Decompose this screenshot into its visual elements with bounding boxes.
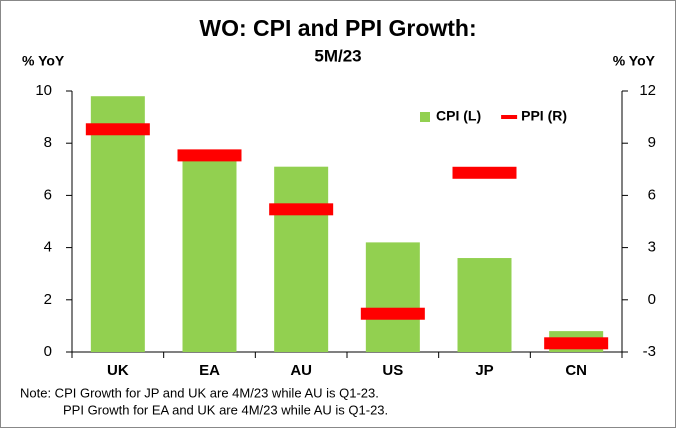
x-tick-label: AU [290,362,312,379]
y-tick-label: 6 [44,186,52,203]
y2-axis-label: % YoY [613,53,656,69]
dash-marker [544,337,609,350]
y-tick-label: 8 [44,134,52,151]
y-axis-label: % YoY [22,53,65,69]
y2-tick-label: 0 [648,291,656,308]
legend-label: PPI (R) [521,108,567,124]
x-tick-label: EA [199,362,220,379]
dash-marker [177,149,242,162]
dash-marker [452,166,517,179]
note: PPI Growth for EA and UK are 4M/23 while… [63,402,388,417]
y2-tick-label: 12 [639,82,656,99]
y-tick-label: 2 [44,291,52,308]
bar [90,96,145,352]
bar [274,166,329,352]
y-tick-label: 10 [35,82,52,99]
note: Note: CPI Growth for JP and UK are 4M/23… [20,385,379,400]
y-tick-label: 0 [44,343,52,360]
x-tick-label: JP [475,362,493,379]
y2-tick-label: 6 [648,186,656,203]
x-tick-label: US [382,362,403,379]
legend-swatch [501,115,518,119]
y2-tick-label: 3 [648,239,656,256]
bar [182,151,237,352]
legend-swatch [420,112,430,122]
chart-title: WO: CPI and PPI Growth: [199,15,476,41]
dash-marker [269,203,334,216]
bar [457,258,512,352]
chart-subtitle: 5M/23 [314,46,361,65]
legend-label: CPI (L) [436,108,481,124]
y2-tick-label: 9 [648,134,656,151]
bar [365,242,420,352]
dash-marker [360,307,425,320]
y2-tick-label: -3 [643,343,656,360]
y-tick-label: 4 [44,239,52,256]
x-tick-label: UK [107,362,129,379]
x-tick-label: CN [565,362,587,379]
dash-marker [85,123,150,136]
